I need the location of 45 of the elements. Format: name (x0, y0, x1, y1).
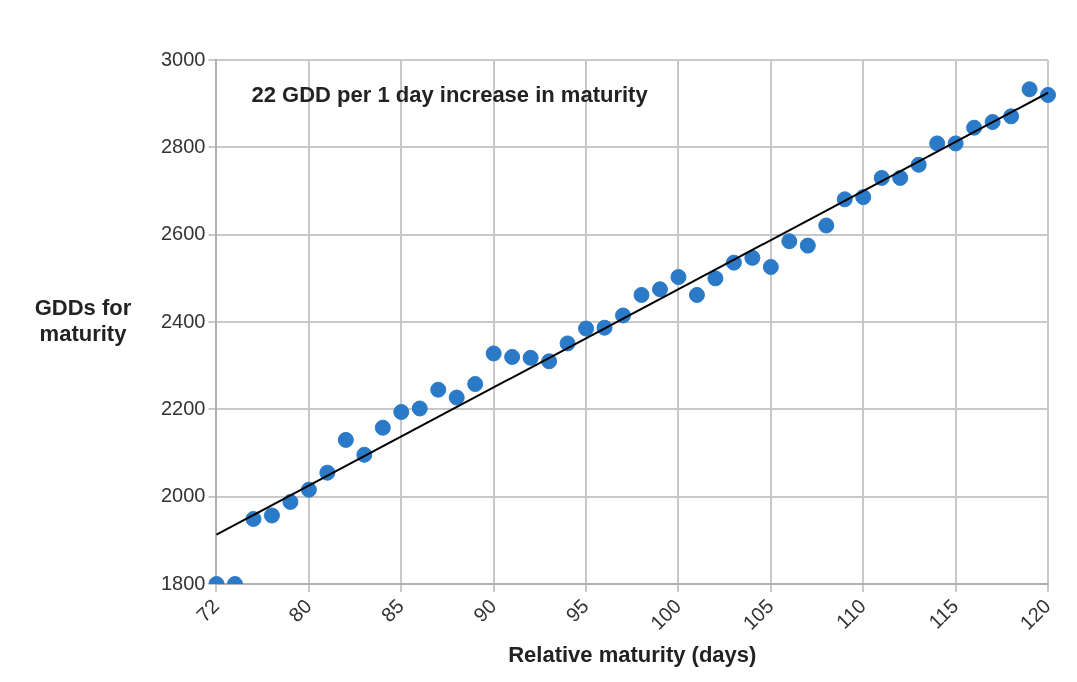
x-tick-label: 95 (561, 594, 593, 626)
x-tick-label: 110 (831, 594, 870, 633)
y-tick-label: 2600 (160, 222, 206, 245)
point (578, 320, 595, 337)
point (670, 269, 687, 286)
point (374, 419, 391, 436)
x-tick-label: 72 (191, 594, 224, 626)
x-tick-label: 80 (284, 594, 316, 626)
y-tick-label: 1800 (160, 571, 206, 594)
y-tick-label: 2400 (160, 309, 206, 332)
point (522, 349, 539, 366)
point (485, 345, 502, 362)
point (651, 281, 668, 298)
x-axis-title: Relative maturity (days) (508, 641, 757, 667)
y-axis-title: GDDs for maturity (34, 295, 132, 347)
point (1040, 86, 1057, 103)
point (688, 286, 705, 303)
point (393, 403, 410, 420)
point (504, 348, 521, 365)
point (744, 249, 761, 266)
point (467, 376, 484, 393)
point (633, 286, 650, 303)
point (263, 507, 280, 524)
point (1021, 81, 1038, 98)
x-tick-label: 100 (646, 594, 686, 634)
x-tick-label: 105 (738, 594, 778, 634)
point (818, 217, 835, 234)
y-tick-label: 2000 (160, 484, 206, 507)
point (448, 389, 465, 406)
point (411, 400, 428, 417)
annotation: 22 GDD per 1 day increase in maturity (251, 82, 649, 108)
y-tick-label: 3000 (160, 47, 206, 70)
x-tick-label: 115 (924, 594, 963, 633)
point (337, 431, 354, 448)
point (762, 258, 779, 275)
point (929, 135, 946, 152)
y-tick-label: 2800 (160, 134, 206, 157)
x-tick-label: 90 (469, 594, 501, 626)
point (707, 270, 724, 287)
x-tick-label: 85 (376, 594, 409, 626)
x-tick-label: 120 (1015, 594, 1055, 634)
point (781, 233, 798, 250)
y-tick-label: 2200 (160, 396, 206, 419)
point (799, 237, 816, 254)
point (430, 381, 447, 398)
